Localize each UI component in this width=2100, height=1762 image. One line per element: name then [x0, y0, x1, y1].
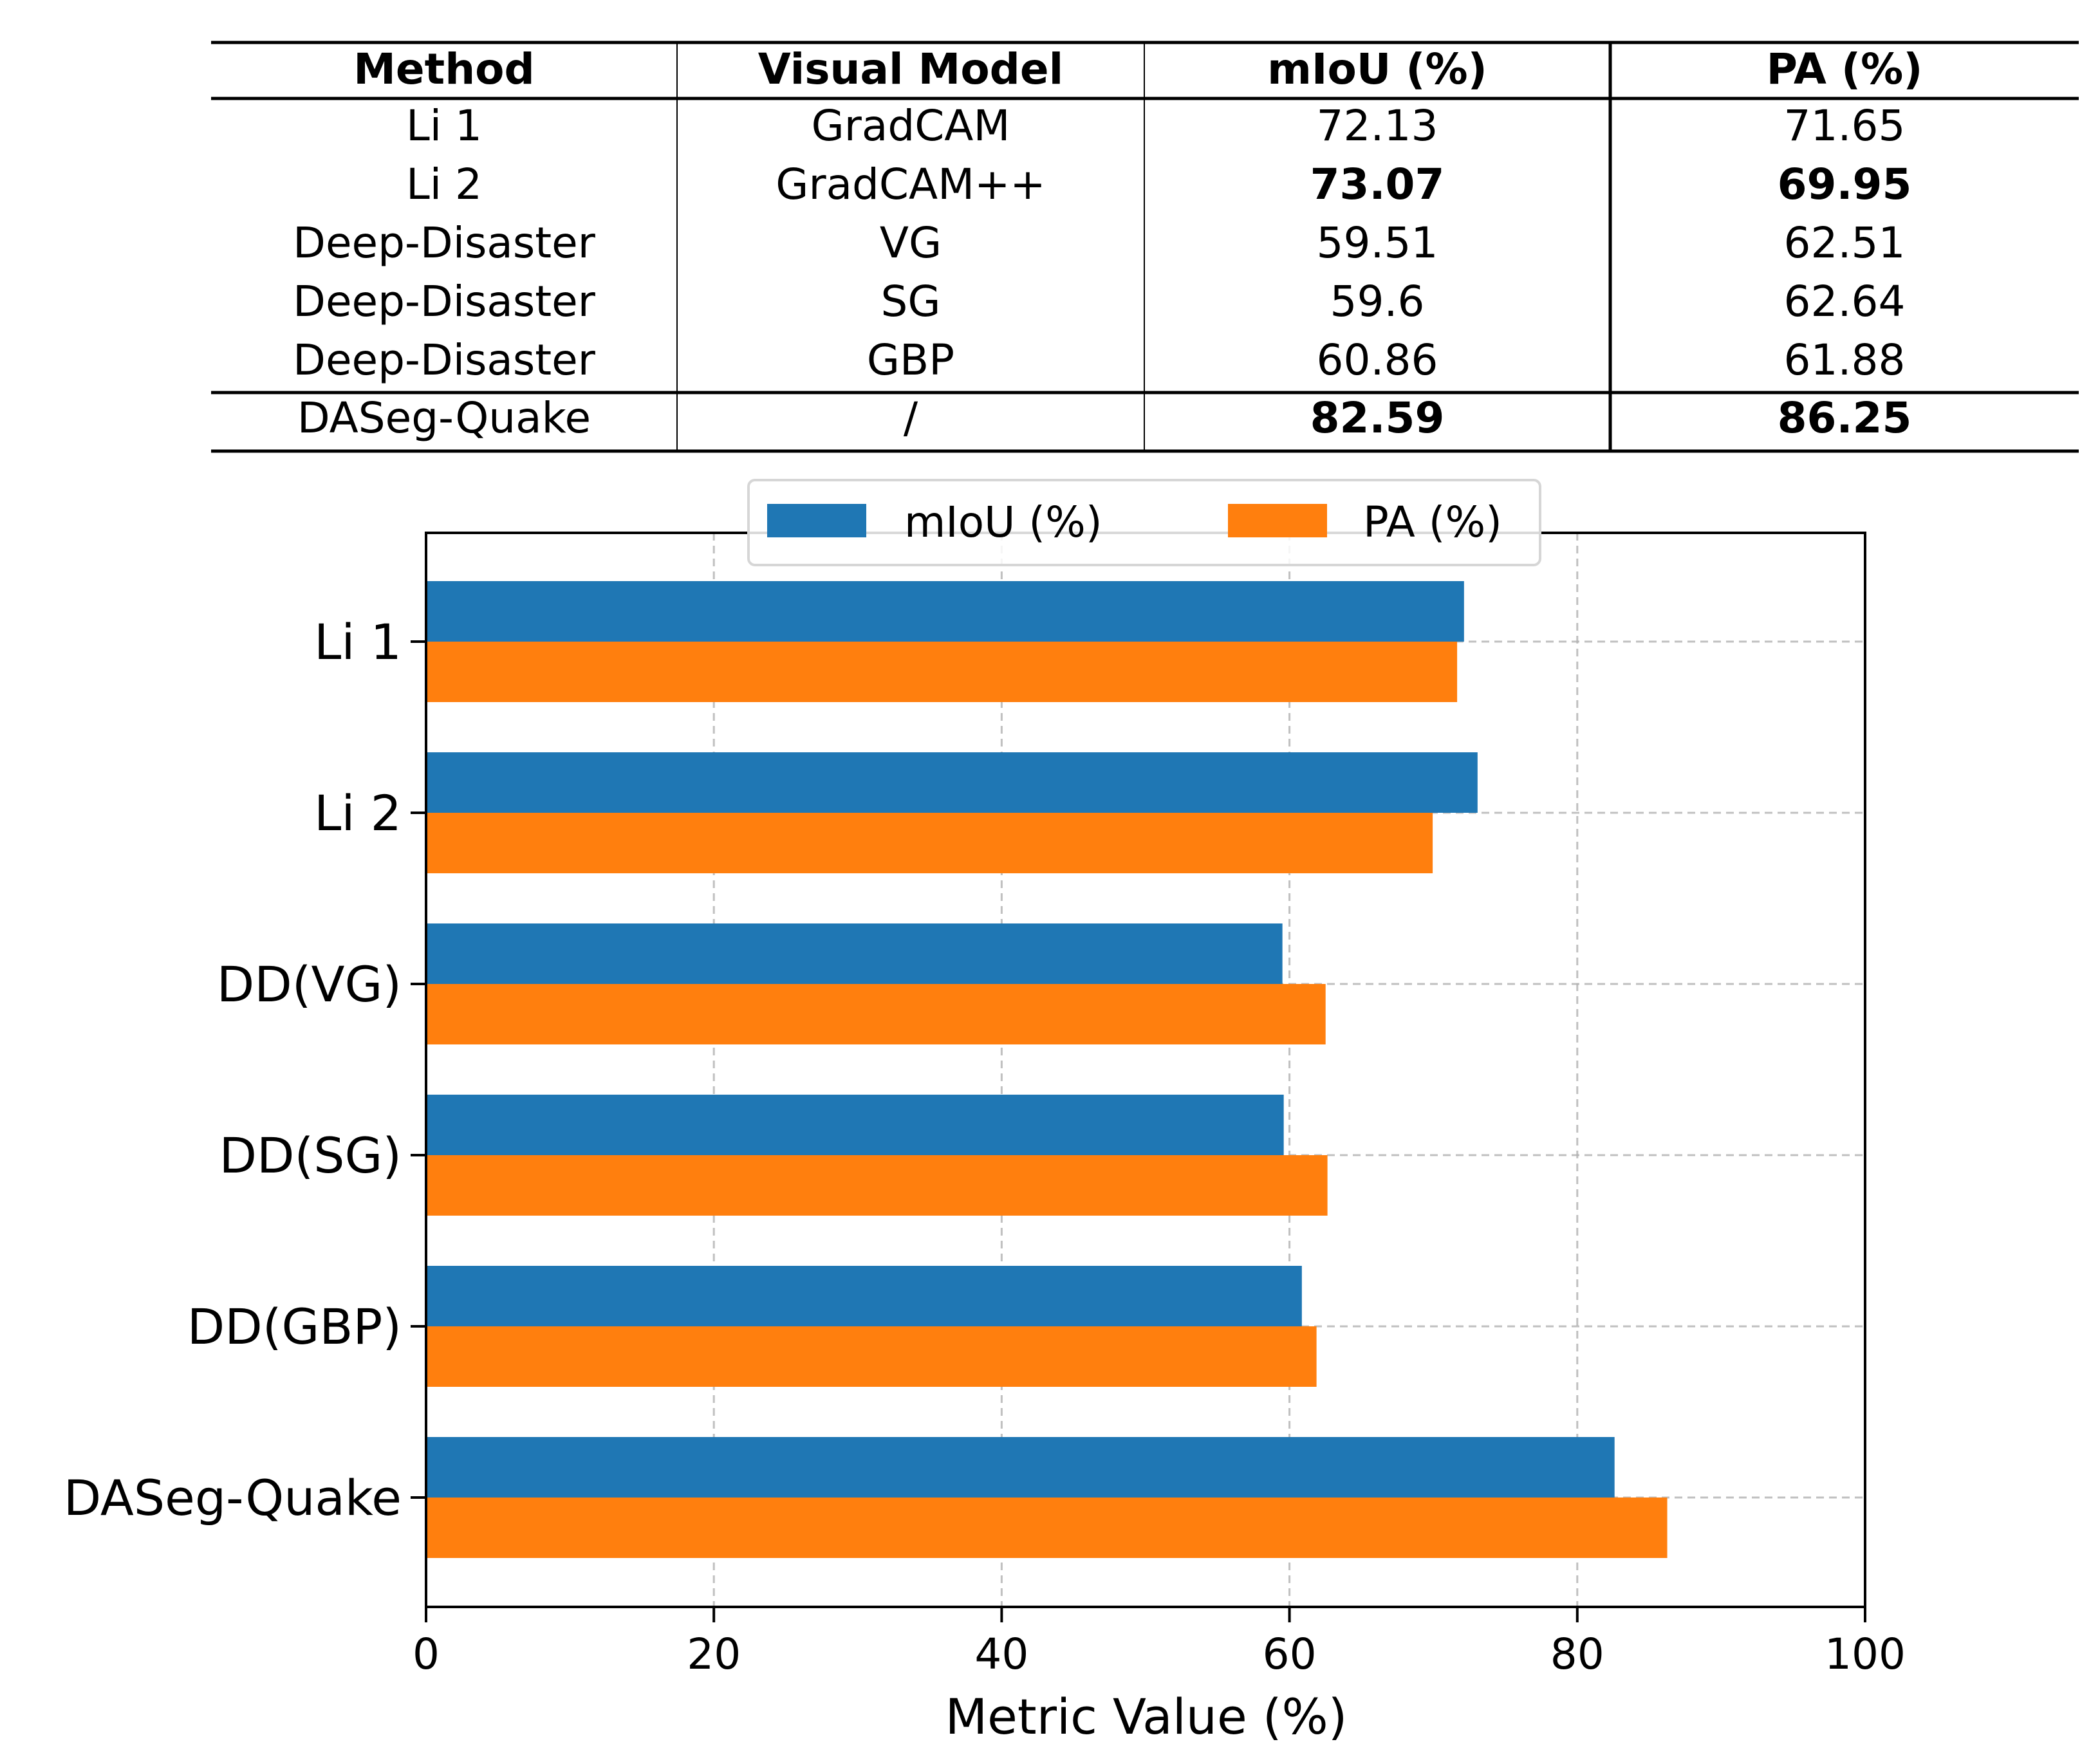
y-tick-label: DD(GBP)	[187, 1298, 402, 1355]
table-cell-model: GradCAM	[812, 101, 1010, 151]
table-cell-miou: 72.13	[1317, 101, 1438, 151]
bar-miou	[426, 1095, 1284, 1155]
bar-pa	[426, 984, 1326, 1044]
results-table: Method Visual Model mIoU (%) PA (%) Li 1…	[211, 41, 2079, 453]
table-cell-model: SG	[880, 277, 940, 326]
bar-chart: 0 20 40 60 80 100 Li 1 Li 2 DD(VG) DD(SG) DD(GBP) D…	[64, 479, 1906, 1745]
legend-label-pa: PA (%)	[1363, 497, 1502, 547]
y-tick-label: Li 2	[314, 784, 402, 842]
x-axis-label: Metric Value (%)	[945, 1688, 1348, 1745]
table-cell-method: Li 2	[406, 160, 482, 209]
ticks-layer: 0 20 40 60 80 100 Li 1 Li 2 DD(VG) DD(SG) DD(GBP) D…	[64, 613, 1906, 1679]
bar-miou	[426, 581, 1464, 642]
y-tick-label: DASeg-Quake	[64, 1469, 402, 1526]
legend-label-miou: mIoU (%)	[904, 497, 1102, 547]
table-cell-method: Deep-Disaster	[293, 277, 596, 326]
table-header-method: Method	[353, 44, 535, 94]
bar-pa	[426, 1326, 1317, 1387]
bar-miou	[426, 752, 1478, 813]
x-tick-label: 40	[974, 1629, 1028, 1679]
table-cell-pa: 71.65	[1784, 101, 1906, 151]
table-header-visual-model: Visual Model	[758, 44, 1064, 94]
table-cell-method: Deep-Disaster	[293, 335, 596, 385]
table-cell-model: VG	[880, 218, 942, 268]
table-cell-method: DASeg-Quake	[297, 393, 591, 443]
table-cell-model: GBP	[867, 335, 954, 385]
table-cell-miou: 60.86	[1317, 335, 1438, 385]
bar-pa	[426, 813, 1433, 873]
legend-swatch-pa	[1228, 504, 1327, 537]
table-cell-miou: 82.59	[1310, 393, 1445, 443]
x-tick-label: 20	[687, 1629, 741, 1679]
x-tick-label: 0	[413, 1629, 440, 1679]
bar-miou	[426, 923, 1283, 984]
table-header-miou: mIoU (%)	[1267, 44, 1487, 94]
x-tick-label: 100	[1825, 1629, 1906, 1679]
table-cell-pa: 61.88	[1784, 335, 1906, 385]
y-tick-label: DD(SG)	[219, 1127, 402, 1184]
x-tick-label: 60	[1263, 1629, 1317, 1679]
bar-pa	[426, 642, 1458, 702]
table-header-pa: PA (%)	[1767, 44, 1923, 94]
legend-swatch-miou	[767, 504, 866, 537]
legend: mIoU (%) PA (%)	[747, 479, 1541, 566]
bars-layer	[426, 581, 1668, 1558]
table-cell-miou: 73.07	[1310, 160, 1445, 209]
table-cell-miou: 59.6	[1330, 277, 1425, 326]
table-cell-pa: 62.51	[1784, 218, 1906, 268]
table-cell-miou: 59.51	[1317, 218, 1438, 268]
table-cell-model: /	[904, 393, 918, 443]
table-cell-model: GradCAM++	[776, 160, 1045, 209]
table-cell-pa: 86.25	[1778, 393, 1912, 443]
bar-miou	[426, 1437, 1615, 1498]
legend-frame	[747, 479, 1541, 566]
table-cell-method: Li 1	[406, 101, 482, 151]
table-cell-pa: 62.64	[1784, 277, 1906, 326]
bar-pa	[426, 1498, 1668, 1558]
x-tick-label: 80	[1550, 1629, 1604, 1679]
table-cell-method: Deep-Disaster	[293, 218, 596, 268]
bar-miou	[426, 1266, 1302, 1326]
bar-pa	[426, 1155, 1328, 1216]
y-tick-label: Li 1	[314, 613, 402, 671]
y-tick-label: DD(VG)	[217, 956, 402, 1013]
table-cell-pa: 69.95	[1778, 160, 1912, 209]
